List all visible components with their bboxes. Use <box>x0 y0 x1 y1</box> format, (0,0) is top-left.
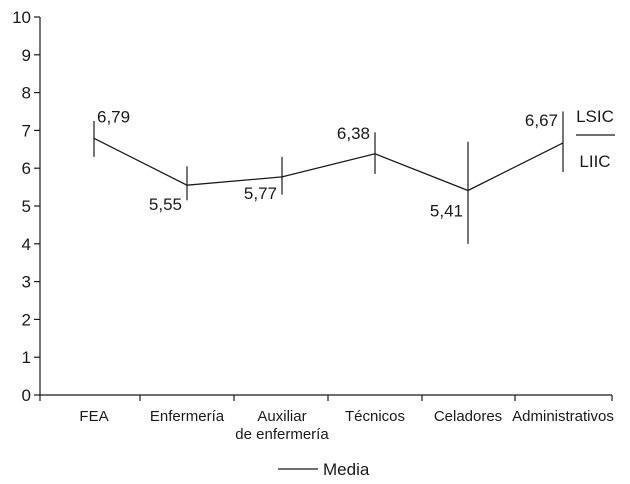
y-tick-label: 3 <box>22 273 31 292</box>
confidence-intervals <box>93 111 564 244</box>
y-tick-label: 10 <box>12 8 31 27</box>
y-tick-label: 1 <box>22 348 31 367</box>
y-tick-label: 8 <box>22 84 31 103</box>
ci-key: LSIC LIIC <box>576 107 615 171</box>
x-tick-label: FEA <box>79 408 108 425</box>
data-label: 5,55 <box>149 195 182 214</box>
series-line-media <box>93 137 564 192</box>
ci-key-upper-label: LSIC <box>576 107 614 126</box>
y-tick-label: 4 <box>22 235 31 254</box>
plot-area: 6,79 5,55 5,77 6,38 5,41 6,67 <box>93 107 564 244</box>
data-label: 5,41 <box>430 202 463 221</box>
y-ticks: 0 1 2 3 4 5 6 7 8 9 10 <box>12 8 40 405</box>
axes: 0 1 2 3 4 5 6 7 8 9 10 FEA Enfermería Auxiliar de enf… <box>12 8 614 443</box>
data-label: 6,67 <box>525 111 558 130</box>
x-tick-label: Celadores <box>434 408 502 425</box>
legend-label-media: Media <box>323 460 370 479</box>
data-label: 6,38 <box>337 124 370 143</box>
y-tick-label: 9 <box>22 46 31 65</box>
legend: Media <box>278 460 370 479</box>
data-labels: 6,79 5,55 5,77 6,38 5,41 6,67 <box>97 107 558 220</box>
data-label: 5,77 <box>244 184 277 203</box>
x-tick-label: Enfermería <box>150 408 225 425</box>
data-label: 6,79 <box>97 107 130 126</box>
y-tick-label: 6 <box>22 159 31 178</box>
y-tick-label: 7 <box>22 121 31 140</box>
ci-key-lower-label: LIIC <box>579 152 610 171</box>
x-tick-label: Auxiliar de enfermería <box>235 408 329 443</box>
y-tick-label: 2 <box>22 310 31 329</box>
x-ticks: FEA Enfermería Auxiliar de enfermería Técnic… <box>39 395 614 443</box>
y-tick-label: 0 <box>22 386 31 405</box>
x-tick-label: Técnicos <box>345 408 405 425</box>
y-tick-label: 5 <box>22 197 31 216</box>
x-tick-label: Administrativos <box>512 408 614 425</box>
